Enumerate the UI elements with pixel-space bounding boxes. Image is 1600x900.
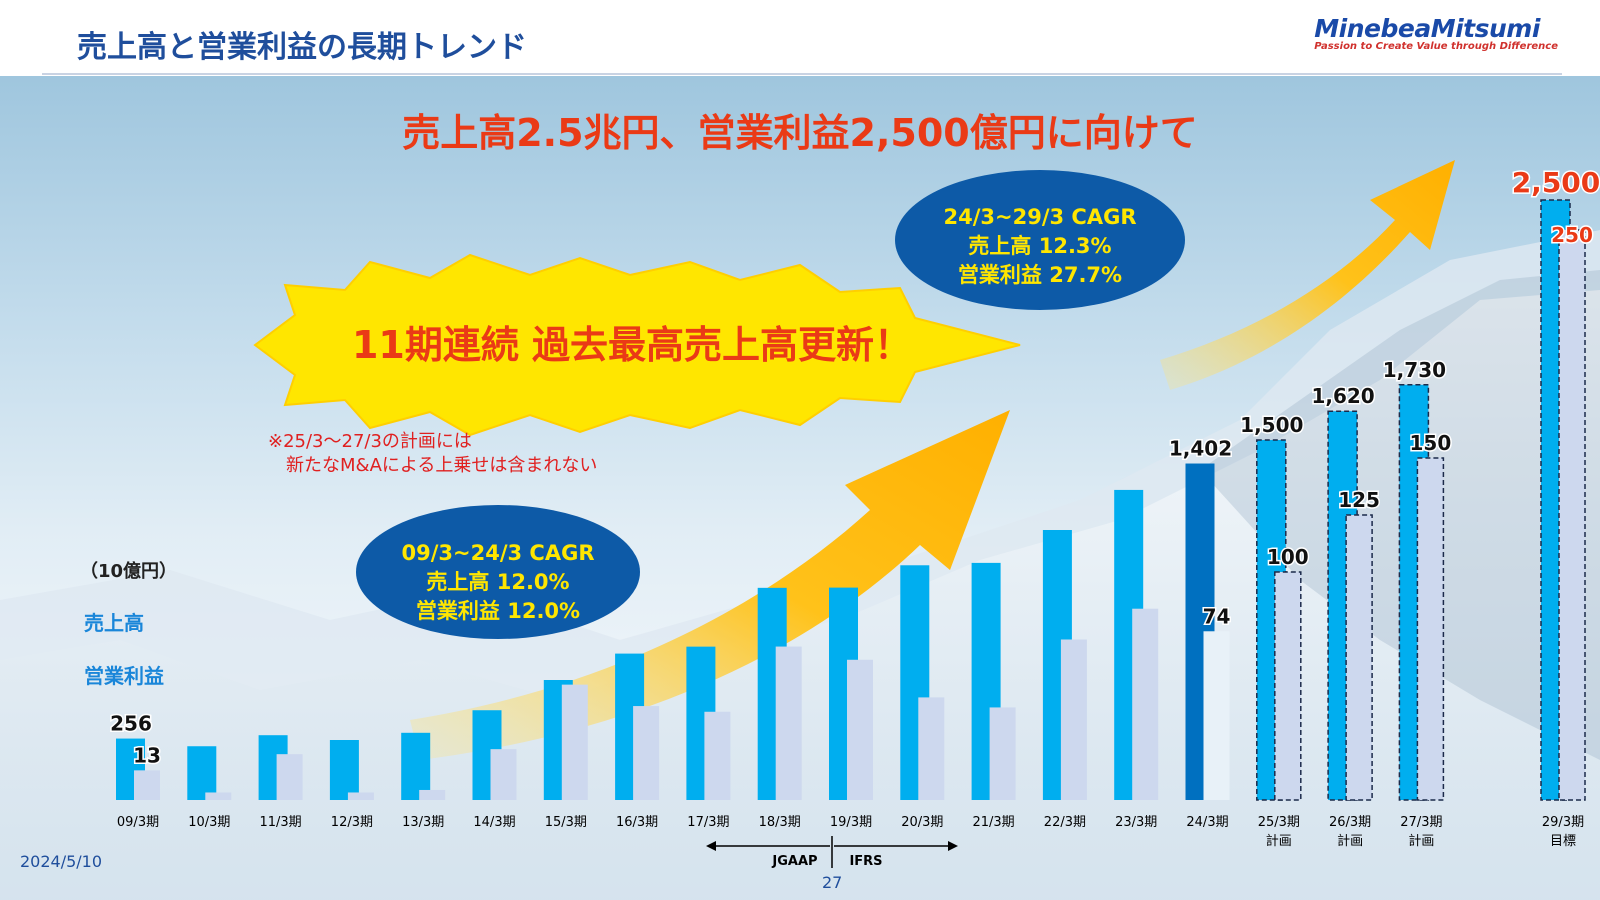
x-tick-label: 26/3期	[1329, 815, 1371, 830]
op-data-label: 150	[1410, 431, 1452, 455]
x-tick-label: 29/3期	[1542, 815, 1584, 830]
data-label-group: 256 1,402 1,500 1,620 1,730 2,500 13 74 100 125 15…	[109, 165, 1600, 769]
op-bar	[490, 749, 517, 800]
x-tick-label: 24/3期	[1186, 815, 1228, 830]
x-axis-tick-group: 09/3期 10/3期 11/3期 12/3期 13/3期 14/3期 15/3期 16/3期…	[117, 815, 1584, 849]
op-bar	[347, 792, 374, 800]
bar-series-group	[116, 199, 1586, 801]
x-tick-label: 10/3期	[188, 815, 230, 830]
x-tick-sublabel: 目標	[1550, 834, 1576, 849]
op-bar	[1345, 514, 1373, 801]
header-divider	[42, 73, 1562, 75]
record-burst-text: 11期連続 過去最高売上高更新！	[352, 323, 912, 367]
x-tick-label: 21/3期	[972, 815, 1014, 830]
sales-data-label: 1,620	[1311, 384, 1374, 408]
ifrs-arrow-head	[948, 841, 958, 851]
sales-data-label: 1,402	[1169, 437, 1232, 461]
x-tick-label: 23/3期	[1115, 815, 1157, 830]
cagr-future-line1: 24/3~29/3 CAGR	[944, 205, 1137, 229]
op-bar	[1274, 571, 1302, 801]
op-bar	[704, 711, 731, 800]
legend-sales: 売上高	[84, 611, 144, 635]
x-tick-label: 17/3期	[687, 815, 729, 830]
company-logo: MinebeaMitsumi Passion to Create Value t…	[1314, 14, 1558, 52]
logo-tagline: Passion to Create Value through Differen…	[1314, 41, 1558, 52]
op-bar	[276, 754, 303, 800]
plan-footnote-line2: 新たなM&Aによる上乗せは含まれない	[286, 455, 598, 476]
slide-date: 2024/5/10	[20, 852, 103, 871]
cagr-past-line2: 売上高 12.0%	[426, 570, 569, 594]
page-number: 27	[822, 873, 843, 892]
x-tick-label: 13/3期	[402, 815, 444, 830]
cagr-future-line2: 売上高 12.3%	[968, 234, 1111, 258]
x-tick-label: 19/3期	[830, 815, 872, 830]
sales-data-label: 1,500	[1240, 413, 1303, 437]
page-title: 売上高と営業利益の長期トレンド	[77, 30, 527, 65]
x-tick-label: 12/3期	[331, 815, 373, 830]
op-data-label: 125	[1338, 488, 1380, 512]
op-bar	[1060, 639, 1087, 800]
op-bar	[847, 659, 873, 800]
op-bar	[918, 697, 945, 800]
cagr-past-bubble	[356, 505, 640, 639]
ifrs-label: IFRS	[849, 854, 882, 869]
op-bar	[1416, 457, 1445, 801]
sales-bar	[187, 746, 217, 800]
sales-data-label: 2,500	[1512, 166, 1600, 199]
legend-op: 営業利益	[84, 664, 164, 688]
op-bar	[989, 707, 1016, 800]
x-tick-label: 11/3期	[259, 815, 301, 830]
x-tick-label: 18/3期	[759, 815, 801, 830]
x-tick-label: 15/3期	[545, 815, 587, 830]
x-tick-sublabel: 計画	[1337, 833, 1363, 849]
sales-bar	[329, 740, 359, 800]
op-bar	[1558, 229, 1586, 801]
cagr-past-line1: 09/3~24/3 CAGR	[402, 541, 595, 565]
op-data-label: 100	[1267, 545, 1309, 569]
op-data-label: 13	[133, 743, 161, 767]
cagr-future-line3: 営業利益 27.7%	[958, 263, 1122, 287]
x-tick-label: 27/3期	[1400, 815, 1442, 830]
sales-data-label: 256	[110, 712, 152, 736]
unit-label: （10億円）	[80, 561, 178, 582]
growth-arrow-right	[1160, 160, 1455, 390]
record-burst	[253, 253, 1021, 437]
x-tick-sublabel: 計画	[1266, 833, 1292, 849]
x-tick-label: 14/3期	[473, 815, 515, 830]
sales-bar	[401, 732, 431, 800]
x-tick-sublabel: 計画	[1408, 833, 1434, 849]
x-tick-label: 22/3期	[1044, 815, 1086, 830]
cagr-future-bubble	[895, 170, 1185, 310]
op-bar	[205, 792, 232, 800]
jgaap-label: JGAAP	[771, 854, 817, 869]
op-data-label: 74	[1203, 604, 1231, 628]
op-data-label: 250	[1551, 223, 1593, 247]
jgaap-arrow-head	[706, 841, 716, 851]
x-tick-label: 25/3期	[1258, 815, 1300, 830]
x-tick-label: 16/3期	[616, 815, 658, 830]
headline: 売上高2.5兆円、営業利益2,500億円に向けて	[402, 111, 1198, 155]
plan-footnote-line1: ※25/3〜27/3の計画には	[268, 431, 472, 452]
logo-wordmark: MinebeaMitsumi	[1314, 14, 1540, 43]
op-bar	[775, 646, 802, 800]
op-bar	[633, 706, 660, 800]
growth-arrow-left	[410, 410, 1010, 760]
op-bar	[1203, 631, 1230, 800]
sales-data-label: 1,730	[1383, 358, 1446, 382]
x-tick-label: 09/3期	[117, 815, 159, 830]
x-tick-label: 20/3期	[901, 815, 943, 830]
op-bar	[419, 789, 446, 800]
op-bar	[134, 770, 160, 800]
op-bar	[1132, 608, 1159, 800]
cagr-past-line3: 営業利益 12.0%	[416, 599, 580, 623]
op-bar	[561, 684, 588, 800]
slide-header: 売上高と営業利益の長期トレンド MinebeaMitsumi Passion t…	[0, 0, 1600, 76]
plan-footnote: ※25/3〜27/3の計画には 新たなM&Aによる上乗せは含まれない	[268, 430, 597, 478]
